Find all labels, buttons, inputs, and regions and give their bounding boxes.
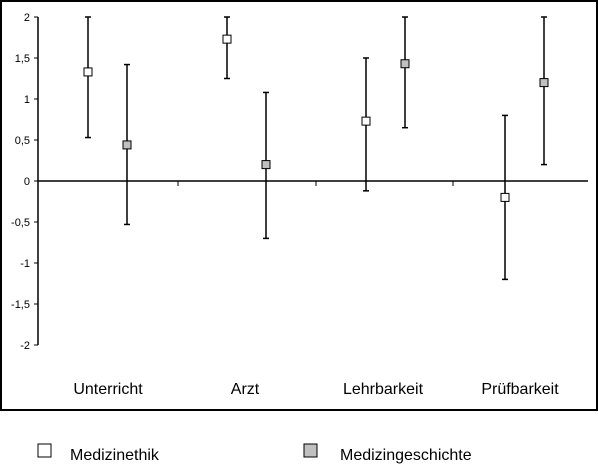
category-label: Prüfbarkeit: [481, 381, 559, 398]
data-point: [122, 140, 132, 150]
y-tick-label: -1: [20, 258, 30, 270]
data-point: [500, 192, 510, 202]
y-tick-label: -2: [20, 340, 30, 352]
x-ticks: [177, 181, 454, 186]
y-tick-label: -0,5: [11, 217, 30, 229]
data-point: [222, 34, 232, 44]
y-tick-label: 0,5: [15, 135, 30, 147]
legend-label: Medizinethik: [70, 447, 160, 464]
category-label: Lehrbarkeit: [343, 381, 424, 398]
legend-swatch: [303, 443, 318, 458]
legend-label: Medizingeschichte: [340, 447, 472, 464]
category-labels: Unterricht Arzt Lehrbarkeit Prüfbarkeit: [73, 381, 559, 398]
data-point: [361, 116, 371, 126]
y-tick-label: 1: [24, 94, 30, 106]
category-label: Arzt: [231, 381, 260, 398]
y-tick-label: 1,5: [15, 53, 30, 65]
y-ticks: 2 1,5 1 0,5 0 -0,5 -1 -1,5 -2: [11, 12, 38, 352]
plot-frame: [0, 0, 598, 411]
data-point: [83, 67, 93, 77]
y-tick-label: 0: [24, 176, 30, 188]
category-label: Unterricht: [73, 381, 143, 398]
legend-swatch: [37, 443, 52, 458]
legend: Medizinethik Medizingeschichte: [37, 443, 472, 464]
y-tick-label: 2: [24, 12, 30, 24]
data-point: [400, 59, 410, 69]
data-marks: [83, 16, 549, 281]
data-point: [539, 78, 549, 88]
y-tick-label: -1,5: [11, 299, 30, 311]
data-point: [261, 160, 271, 170]
